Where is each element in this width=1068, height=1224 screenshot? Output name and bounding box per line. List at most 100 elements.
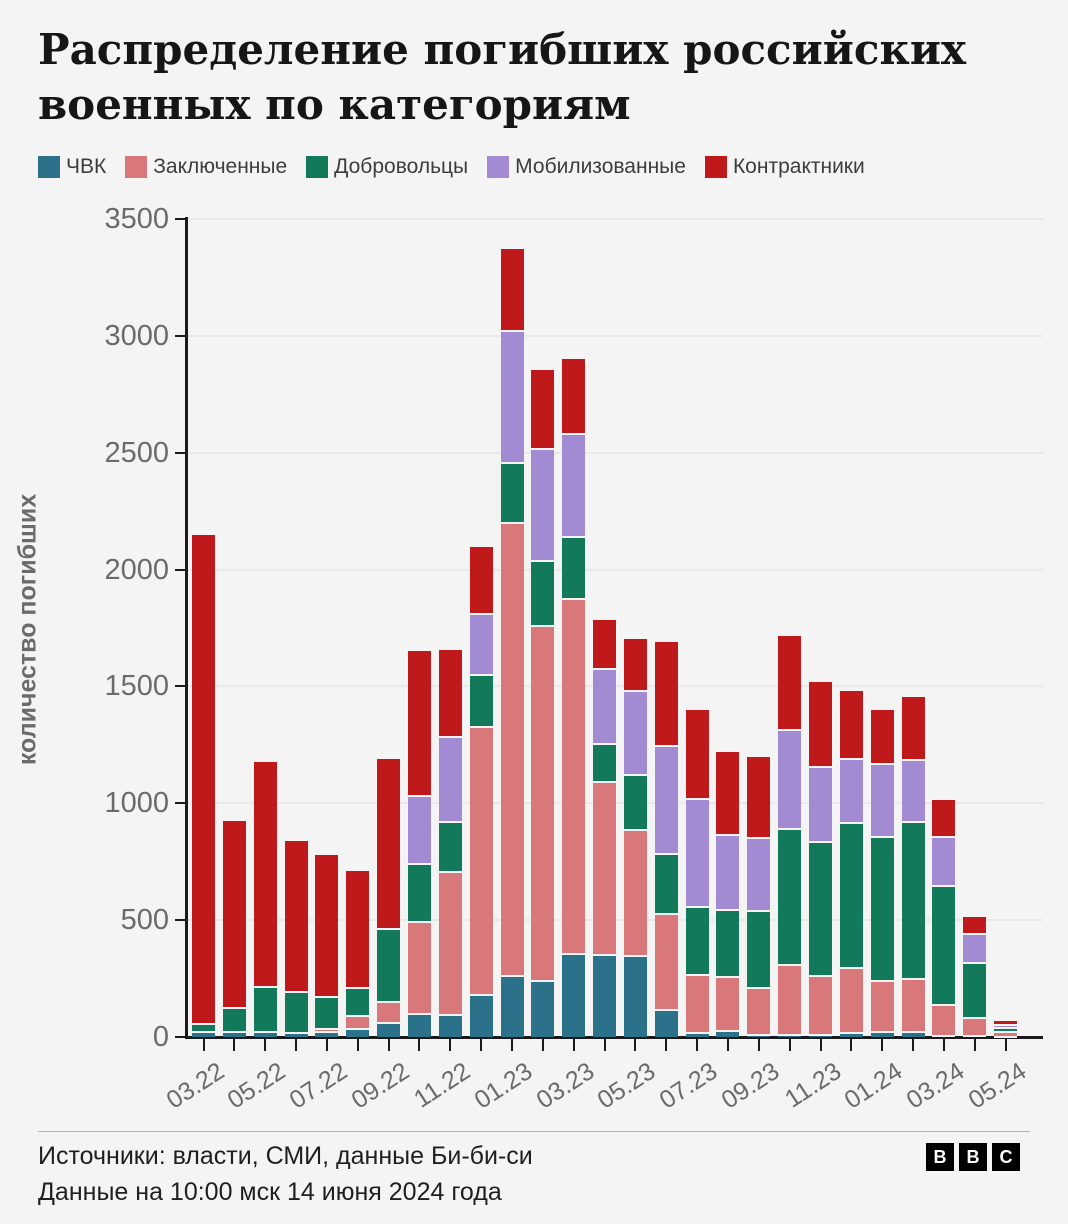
bar-segment-kontr-01.24 <box>870 709 894 764</box>
bar-segment-gap <box>963 962 987 965</box>
bar-segment-mobil-01.23 <box>500 331 524 464</box>
y-tick-label: 500 <box>120 904 169 937</box>
bar-segment-gap <box>346 1027 370 1030</box>
bar-segment-dobr-09.23 <box>747 910 771 988</box>
bar-segment-gap <box>315 996 339 999</box>
bar-segment-kontr-11.22 <box>438 650 462 737</box>
bar-segment-zakl-10.23 <box>778 964 802 1035</box>
x-tick-label: 09.22 <box>346 1057 414 1115</box>
legend-item-Контрактники: Контрактники <box>704 155 865 179</box>
x-axis-tick <box>356 1039 359 1051</box>
bar-segment-gap <box>654 745 678 748</box>
legend-label: Мобилизованные <box>515 155 686 178</box>
bar-segment-dobr-02.23 <box>531 561 555 626</box>
bar-segment-gap <box>438 1013 462 1016</box>
bar-segment-gap <box>346 1014 370 1017</box>
bar-segment-gap <box>901 977 925 980</box>
bar-segment-gap <box>839 1032 863 1035</box>
bar-segment-zakl-01.24 <box>870 980 894 1033</box>
bar-segment-kontr-10.23 <box>778 636 802 730</box>
bar-segment-gap <box>932 836 956 839</box>
bar-segment-gap <box>747 909 771 912</box>
bar-segment-mobil-06.23 <box>654 746 678 854</box>
bar-segment-gap <box>932 1034 956 1037</box>
bar-segment-kontr-07.23 <box>685 709 709 799</box>
bar-segment-gap <box>901 1031 925 1034</box>
bar-segment-chvk-06.22 <box>284 1032 308 1037</box>
bar-segment-zakl-04.23 <box>593 782 617 956</box>
bar-segment-gap <box>654 852 678 855</box>
bar-segment-zakl-02.24 <box>901 978 925 1033</box>
bar-segment-zakl-10.22 <box>407 922 431 1014</box>
bar-segment-gap <box>438 871 462 874</box>
footer-note-text: Данные на 10:00 мск 14 июня 2024 года <box>38 1178 502 1206</box>
bar-segment-chvk-10.23 <box>778 1034 802 1037</box>
y-tick-label: 0 <box>152 1021 169 1053</box>
bar-segment-dobr-03.22 <box>192 1024 215 1033</box>
bar-segment-gap <box>839 822 863 825</box>
x-tick-label: 07.22 <box>284 1057 353 1115</box>
x-axis-tick <box>973 1039 976 1051</box>
bar-segment-gap <box>685 906 709 909</box>
x-axis-tick <box>665 1039 668 1051</box>
x-axis-tick <box>418 1039 421 1051</box>
x-tick-label: 01.23 <box>469 1057 538 1115</box>
bar-segment-gap <box>994 1027 1018 1030</box>
bar-segment-mobil-04.23 <box>593 668 617 744</box>
bar-segment-zakl-11.22 <box>438 872 462 1015</box>
footer-divider <box>38 1131 1030 1132</box>
bar-segment-mobil-07.23 <box>685 798 709 908</box>
bar-segment-mobil-10.23 <box>778 729 802 829</box>
bar-segment-gap <box>500 521 524 524</box>
bar-segment-gap <box>407 863 431 866</box>
bar-segment-gap <box>901 820 925 823</box>
bar-segment-gap <box>963 933 987 936</box>
bar-segment-chvk-11.22 <box>438 1014 462 1037</box>
bar-segment-mobil-05.23 <box>623 691 647 776</box>
bar-segment-zakl-09.23 <box>747 987 771 1035</box>
legend-swatch <box>125 156 148 178</box>
bar-segment-kontr-05.23 <box>623 638 647 692</box>
y-axis-line <box>185 217 188 1039</box>
bar-segment-gap <box>438 820 462 823</box>
bar-segment-kontr-04.22 <box>222 820 246 1008</box>
bar-segment-kontr-08.23 <box>716 751 740 835</box>
x-axis-tick <box>1004 1039 1007 1051</box>
bar-segment-gap <box>870 762 894 765</box>
bar-segment-kontr-09.23 <box>747 756 771 839</box>
x-tick-label: 03.23 <box>531 1057 599 1115</box>
gridline-2500 <box>187 451 1043 454</box>
bar-segment-mobil-12.22 <box>469 613 493 675</box>
bar-segment-gap <box>747 986 771 989</box>
bar-segment-dobr-10.22 <box>407 864 431 923</box>
x-axis-tick <box>850 1039 853 1051</box>
x-axis-tick <box>634 1039 637 1051</box>
x-axis-tick <box>449 1039 452 1051</box>
bar-segment-zakl-02.23 <box>531 625 555 981</box>
bar-segment-kontr-10.22 <box>407 651 431 797</box>
bar-segment-gap <box>932 885 956 888</box>
bar-segment-zakl-09.22 <box>377 1001 401 1023</box>
y-tick-label: 3500 <box>104 203 169 235</box>
gridline-3000 <box>187 334 1043 337</box>
x-tick-label: 01.24 <box>839 1057 908 1115</box>
chart-legend: ЧВК Заключенные Добровольцы Мобилизованные К… <box>38 155 865 179</box>
x-tick-label: 05.22 <box>222 1057 291 1115</box>
bar-segment-zakl-11.23 <box>809 976 832 1035</box>
bar-segment-dobr-04.24 <box>963 963 987 1019</box>
bar-segment-gap <box>500 330 524 333</box>
bar-segment-chvk-04.23 <box>593 955 617 1037</box>
y-tick-label: 2000 <box>104 553 169 586</box>
x-tick-label: 09.23 <box>716 1057 785 1115</box>
bar-segment-gap <box>222 1031 246 1034</box>
x-axis-tick <box>788 1039 791 1051</box>
x-axis-tick <box>325 1039 328 1051</box>
x-axis-tick <box>757 1039 760 1051</box>
bar-segment-dobr-09.22 <box>377 929 401 1002</box>
bar-segment-gap <box>809 975 832 978</box>
bar-segment-zakl-05.24 <box>994 1032 1018 1037</box>
x-axis-tick <box>726 1039 729 1051</box>
bar-segment-gap <box>839 757 863 760</box>
bar-segment-mobil-03.24 <box>932 837 956 887</box>
